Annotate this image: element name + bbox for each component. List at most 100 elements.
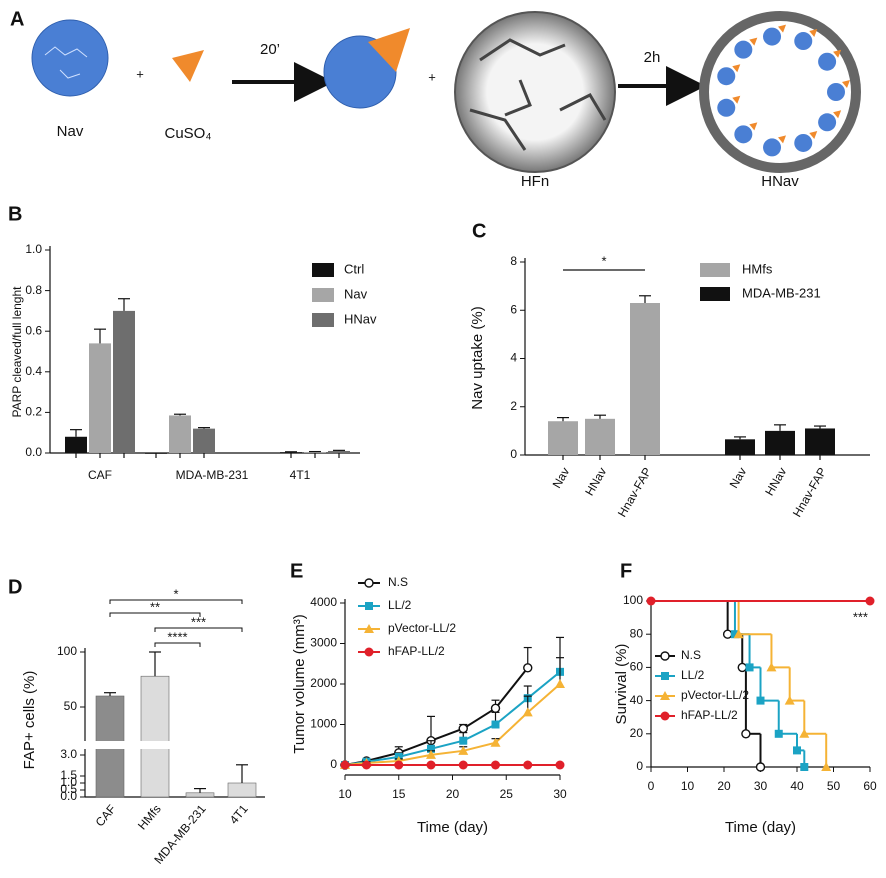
bar	[725, 439, 755, 455]
drug-dot	[734, 40, 753, 59]
drug-dot	[717, 67, 736, 86]
legend-label: LL/2	[388, 598, 412, 612]
bar	[113, 310, 135, 453]
x-tick-label: 40	[790, 779, 804, 793]
significance-bracket	[154, 642, 201, 647]
point	[755, 762, 766, 772]
significance-bracket	[109, 612, 201, 617]
x-tick-label: CAF	[88, 468, 112, 482]
point	[523, 663, 533, 673]
x-tick-label: HNav	[582, 465, 609, 498]
point	[491, 720, 500, 729]
copper-dot	[809, 130, 818, 139]
copper-dot	[842, 80, 850, 88]
bar	[304, 451, 326, 453]
y-axis-label: Nav uptake (%)	[469, 306, 486, 409]
x-axis-label: Time (day)	[417, 819, 488, 836]
hfn-cage	[454, 11, 616, 173]
drug-dot	[794, 133, 813, 152]
y-tick-label: 80	[630, 626, 644, 640]
drug-dot	[763, 27, 782, 46]
label: HFn	[521, 173, 549, 190]
y-tick-label: 3.0	[60, 747, 77, 761]
point	[490, 703, 501, 713]
drug-dot	[794, 32, 813, 51]
y-tick-label: 0.2	[25, 405, 42, 419]
bar	[630, 303, 660, 455]
y-tick-label: 0.4	[25, 364, 42, 378]
panel-letter: A	[10, 8, 24, 30]
y-tick-label: 1.0	[25, 242, 42, 256]
y-tick-label: 4000	[310, 595, 337, 609]
panel-letter: F	[620, 560, 632, 582]
x-tick-label: 30	[553, 787, 567, 801]
error-bar	[557, 417, 569, 422]
copper	[368, 28, 410, 72]
drug-dot	[734, 125, 753, 144]
censor-point	[756, 696, 765, 705]
bar	[65, 436, 87, 453]
copper-dot	[749, 37, 758, 46]
line	[344, 667, 529, 766]
significance: *	[173, 586, 178, 601]
point	[523, 760, 533, 770]
legend-marker	[661, 672, 669, 680]
error-bar	[70, 429, 82, 437]
legend-marker	[660, 711, 670, 721]
panel-letter: C	[472, 220, 486, 242]
bar	[585, 418, 615, 455]
x-tick-label: 4T1	[227, 802, 251, 827]
x-axis-label: Time (day)	[725, 819, 796, 836]
error-bar	[194, 787, 206, 793]
legend-marker	[364, 578, 374, 588]
significance: ****	[167, 629, 187, 644]
error-bar	[174, 413, 186, 416]
significance-bracket	[109, 599, 243, 604]
x-tick-label: 20	[446, 787, 460, 801]
error-bar	[198, 427, 210, 429]
error-bar	[104, 692, 116, 696]
y-tick-label: 2000	[310, 676, 337, 690]
legend-label: HMfs	[742, 261, 773, 276]
legend-swatch	[312, 288, 334, 302]
bar	[548, 421, 578, 455]
point	[555, 679, 565, 688]
point	[340, 760, 350, 770]
bar	[89, 343, 111, 453]
loaded-drug	[717, 24, 850, 157]
x-tick-label: HMfs	[135, 802, 164, 832]
y-tick-label: 6	[510, 302, 517, 316]
y-tick-label: 1.0	[60, 775, 77, 789]
copper-dot	[778, 24, 787, 33]
point	[458, 745, 469, 755]
censor-point	[741, 729, 751, 739]
x-tick-label: 60	[863, 779, 877, 793]
legend-marker	[660, 691, 670, 700]
x-tick-label: 30	[754, 779, 768, 793]
x-tick-label: 25	[500, 787, 514, 801]
point	[426, 749, 436, 759]
x-tick-label: 20	[717, 779, 731, 793]
y-axis-label: FAP+ cells (%)	[21, 671, 38, 770]
structure	[44, 46, 88, 79]
panel-letter: B	[8, 203, 22, 225]
legend-label: hFAP-LL/2	[681, 708, 738, 722]
copper-dot	[833, 49, 842, 58]
point	[458, 723, 468, 734]
y-tick-label: 20	[630, 726, 644, 740]
legend-label: pVector-LL/2	[681, 688, 749, 702]
drug-dot	[717, 98, 736, 117]
x-tick-label: 10	[338, 787, 352, 801]
y-tick-label: 0.0	[25, 445, 42, 459]
error-bar	[594, 414, 606, 419]
bar	[140, 675, 170, 798]
y-axis-label: PARP cleaved/full lenght	[10, 286, 24, 418]
point	[394, 760, 404, 770]
y-axis-label: Tumor volume (mm³)	[291, 614, 308, 753]
point	[555, 760, 565, 770]
bar	[328, 450, 350, 453]
y-axis-label: Survival (%)	[613, 644, 630, 725]
bar	[193, 428, 215, 453]
y-tick-label: 0.6	[25, 323, 42, 337]
y-tick-label: 0	[510, 447, 517, 461]
